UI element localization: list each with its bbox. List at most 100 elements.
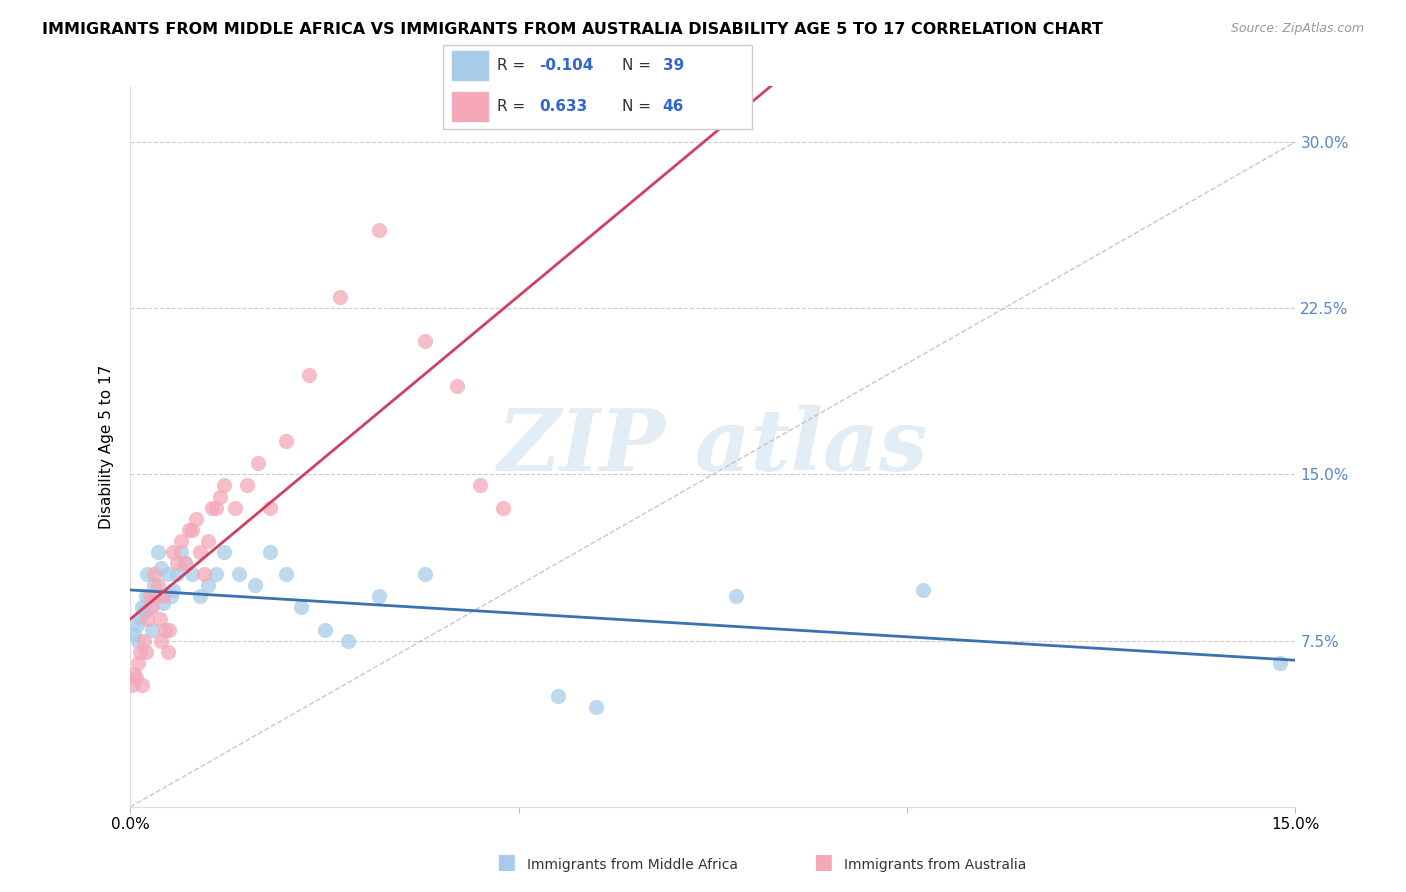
- Point: [247, 456, 270, 470]
- Point: [170, 545, 193, 559]
- Point: [152, 590, 174, 604]
- Point: [142, 578, 165, 592]
- Point: [367, 223, 389, 237]
- Point: [136, 567, 159, 582]
- Point: [155, 623, 177, 637]
- Point: [193, 567, 215, 582]
- Point: [157, 623, 180, 637]
- Point: [415, 567, 437, 582]
- Point: [259, 545, 281, 559]
- Point: [1268, 656, 1291, 670]
- Point: [150, 633, 173, 648]
- Point: [127, 633, 149, 648]
- Point: [134, 605, 156, 619]
- Point: [236, 478, 259, 492]
- Point: [585, 700, 607, 714]
- Point: [173, 556, 195, 570]
- Point: [274, 567, 297, 582]
- Text: 0.633: 0.633: [538, 99, 588, 114]
- Point: [166, 556, 188, 570]
- Text: 39: 39: [662, 58, 683, 73]
- Point: [134, 633, 156, 648]
- Point: [274, 434, 297, 449]
- Point: [186, 512, 208, 526]
- Point: [181, 567, 204, 582]
- Text: ZIP atlas: ZIP atlas: [498, 405, 928, 489]
- Y-axis label: Disability Age 5 to 17: Disability Age 5 to 17: [100, 365, 114, 529]
- Point: [143, 590, 166, 604]
- Point: [170, 533, 193, 548]
- Point: [159, 590, 181, 604]
- Point: [156, 567, 179, 582]
- Point: [243, 578, 266, 592]
- Point: [336, 633, 359, 648]
- Point: [135, 590, 157, 604]
- Point: [149, 611, 172, 625]
- Point: [128, 611, 150, 625]
- Point: [156, 645, 179, 659]
- Point: [298, 368, 321, 382]
- Point: [173, 556, 195, 570]
- Point: [492, 500, 515, 515]
- Point: [142, 567, 165, 582]
- Point: [146, 578, 169, 592]
- FancyBboxPatch shape: [443, 45, 752, 129]
- Text: R =: R =: [498, 58, 530, 73]
- FancyBboxPatch shape: [453, 52, 488, 80]
- Point: [128, 645, 150, 659]
- Point: [141, 600, 163, 615]
- Point: [208, 490, 231, 504]
- Point: [468, 478, 491, 492]
- Text: Immigrants from Australia: Immigrants from Australia: [844, 858, 1026, 872]
- Point: [122, 627, 145, 641]
- Point: [290, 600, 312, 615]
- Text: Source: ZipAtlas.com: Source: ZipAtlas.com: [1230, 22, 1364, 36]
- Text: 46: 46: [662, 99, 683, 114]
- Point: [135, 645, 157, 659]
- Text: -0.104: -0.104: [538, 58, 593, 73]
- Point: [228, 567, 250, 582]
- Point: [150, 560, 173, 574]
- Point: [415, 334, 437, 349]
- Point: [329, 290, 352, 304]
- Point: [911, 582, 934, 597]
- Text: R =: R =: [498, 99, 530, 114]
- Point: [212, 478, 235, 492]
- Point: [139, 600, 162, 615]
- Point: [152, 596, 174, 610]
- Point: [446, 378, 468, 392]
- Text: ■: ■: [813, 853, 832, 872]
- Point: [127, 656, 149, 670]
- Point: [204, 500, 226, 515]
- Point: [122, 667, 145, 681]
- Point: [125, 618, 148, 632]
- Point: [314, 623, 336, 637]
- Point: [125, 672, 148, 686]
- Point: [131, 678, 153, 692]
- Point: [162, 582, 184, 597]
- Point: [136, 611, 159, 625]
- Text: IMMIGRANTS FROM MIDDLE AFRICA VS IMMIGRANTS FROM AUSTRALIA DISABILITY AGE 5 TO 1: IMMIGRANTS FROM MIDDLE AFRICA VS IMMIGRA…: [42, 22, 1104, 37]
- Point: [197, 533, 219, 548]
- FancyBboxPatch shape: [453, 92, 488, 120]
- Point: [146, 545, 169, 559]
- Point: [139, 590, 162, 604]
- Text: Immigrants from Middle Africa: Immigrants from Middle Africa: [527, 858, 738, 872]
- Point: [177, 523, 200, 537]
- Point: [224, 500, 246, 515]
- Point: [197, 578, 219, 592]
- Point: [166, 567, 188, 582]
- Point: [212, 545, 235, 559]
- Point: [547, 689, 569, 703]
- Point: [725, 590, 748, 604]
- Point: [188, 545, 211, 559]
- Text: N =: N =: [623, 99, 657, 114]
- Point: [181, 523, 204, 537]
- Text: N =: N =: [623, 58, 657, 73]
- Point: [259, 500, 281, 515]
- Point: [162, 545, 184, 559]
- Point: [201, 500, 224, 515]
- Point: [121, 678, 143, 692]
- Point: [188, 590, 211, 604]
- Point: [131, 600, 153, 615]
